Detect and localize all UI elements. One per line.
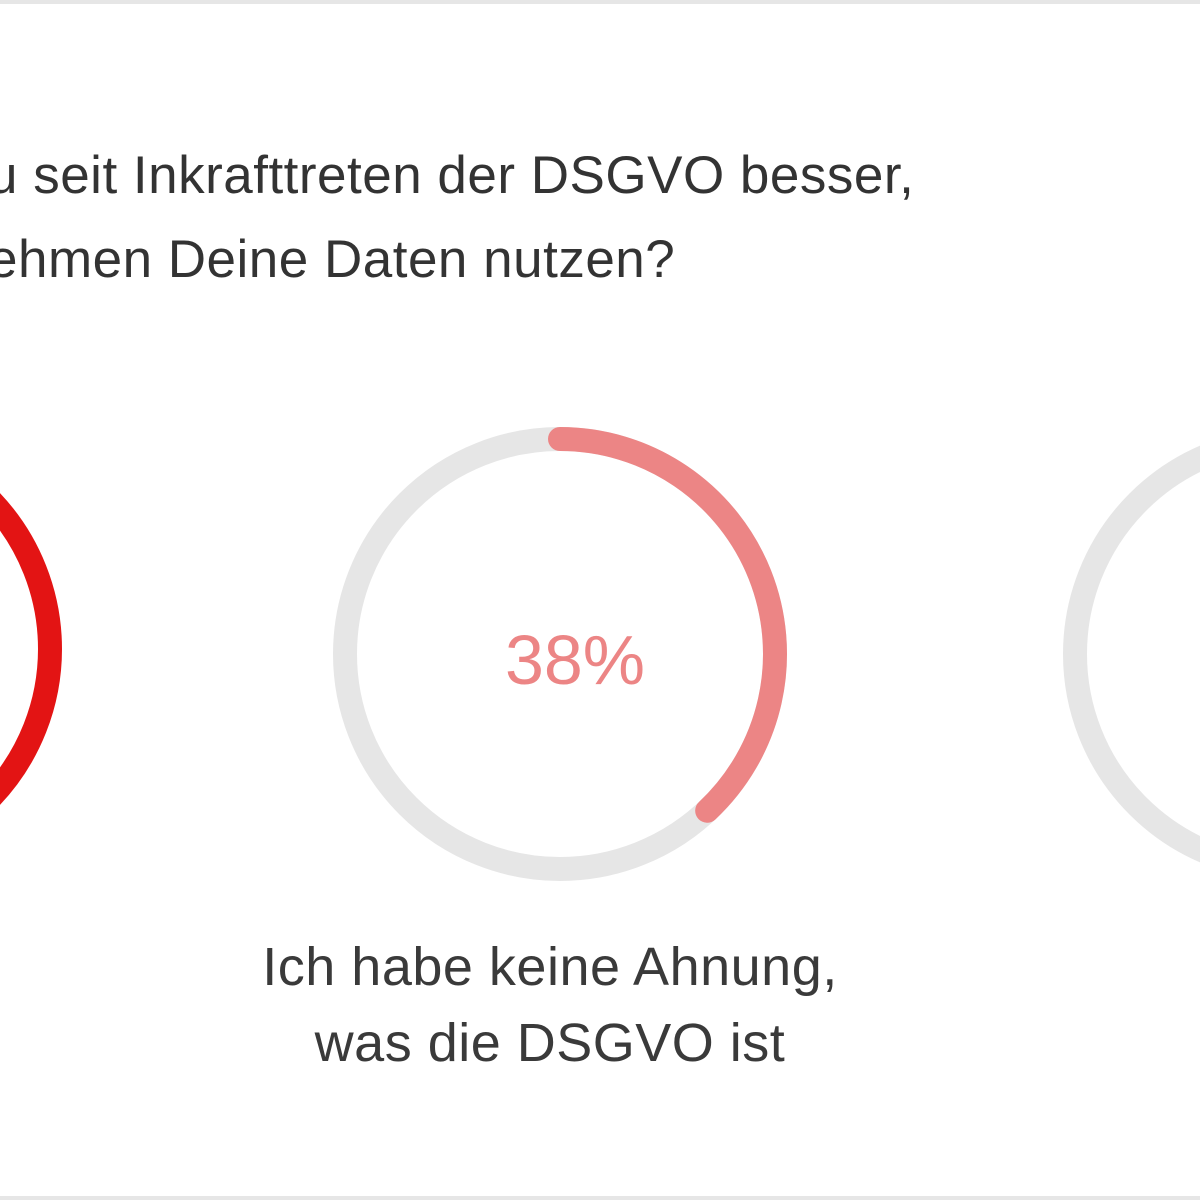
question-line-1: u seit Inkrafttreten der DSGVO besser, — [0, 146, 915, 205]
donut-answer-1-ring — [0, 493, 62, 805]
donut-answer-1 — [0, 493, 62, 805]
answer-2-label: Ich habe keine Ahnung, was die DSGVO ist — [250, 929, 850, 1081]
donut-answer-2-arc — [548, 427, 787, 823]
donut-answer-3-track — [1063, 445, 1200, 863]
donut-answer-2-value: 38% — [505, 621, 645, 699]
donut-answer-3 — [1063, 445, 1200, 863]
answer-2-label-line-1: Ich habe keine Ahnung, — [262, 937, 838, 997]
donut-charts: 38% — [0, 427, 1200, 881]
question-line-2: ehmen Deine Daten nutzen? — [0, 230, 676, 289]
answer-2-label-line-2: was die DSGVO ist — [314, 1013, 786, 1073]
donut-answer-2: 38% — [333, 427, 787, 881]
